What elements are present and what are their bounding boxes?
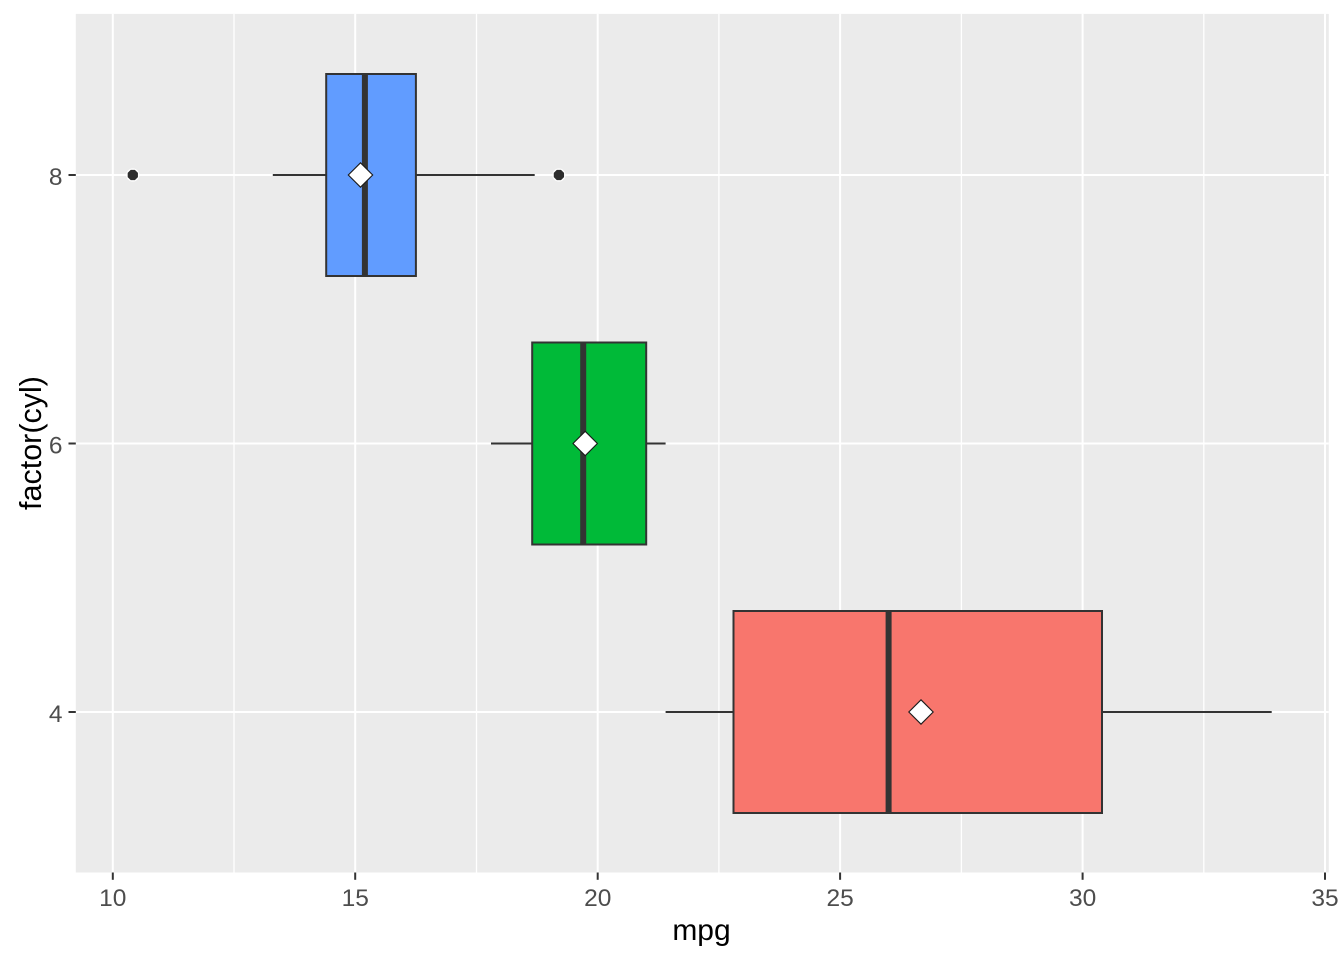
svg-text:10: 10 — [99, 885, 126, 912]
svg-text:factor(cyl): factor(cyl) — [14, 376, 48, 510]
svg-text:35: 35 — [1311, 885, 1338, 912]
svg-text:20: 20 — [584, 885, 611, 912]
svg-text:30: 30 — [1069, 885, 1096, 912]
svg-text:15: 15 — [342, 885, 369, 912]
svg-text:4: 4 — [49, 701, 63, 728]
svg-text:8: 8 — [49, 164, 63, 191]
svg-text:6: 6 — [49, 433, 63, 460]
svg-text:mpg: mpg — [672, 914, 730, 947]
svg-text:25: 25 — [826, 885, 853, 912]
